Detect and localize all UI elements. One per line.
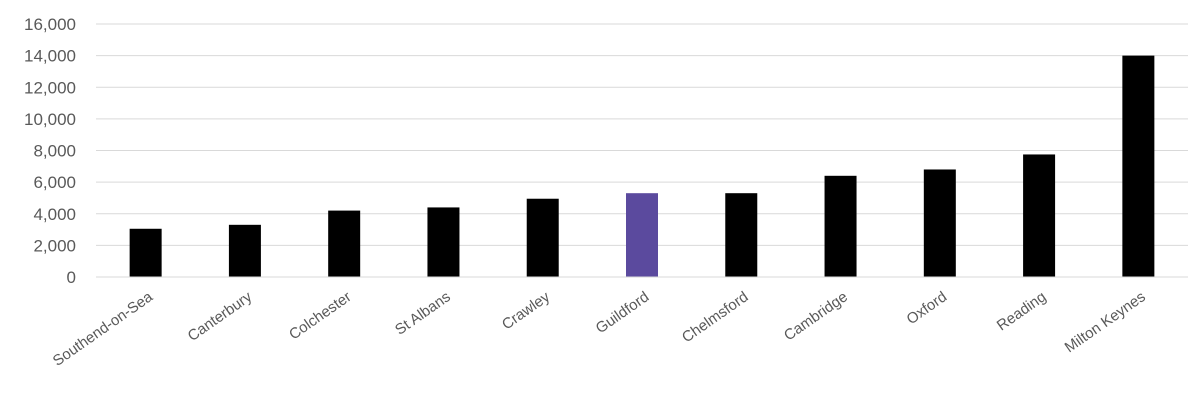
y-tick-label: 12,000 [24,78,76,97]
bar-colchester [328,210,361,277]
x-tick-label: Reading [994,288,1050,334]
x-tick-label: Guildford [593,288,653,337]
x-axis-category-labels: Southend-on-Sea Canterbury Colchester St Al… [50,288,1149,370]
bar-oxford [923,169,956,277]
y-tick-label: 4,000 [33,205,76,224]
bar-reading [1023,154,1056,277]
bar-southend-on-sea [129,228,162,277]
bar-cambridge [824,175,857,277]
x-tick-label: Southend-on-Sea [50,288,157,370]
y-tick-label: 14,000 [24,47,76,66]
x-tick-label: Cambridge [781,288,851,344]
y-tick-label: 2,000 [33,236,76,255]
x-tick-label: Oxford [903,288,950,328]
x-tick-label: Canterbury [185,288,256,345]
bar-crawley [526,198,559,277]
y-tick-label: 0 [67,268,76,287]
bar-milton-keynes [1122,55,1155,277]
y-axis-tick-labels: 0 2,000 4,000 6,000 8,000 10,000 12,000 14,000 1… [24,15,76,287]
y-tick-label: 6,000 [33,173,76,192]
bar-canterbury [228,224,261,277]
bar-guildford [626,193,658,277]
x-tick-label: Colchester [286,288,354,343]
bar-chelmsford [725,193,758,277]
x-tick-label: St Albans [392,288,454,338]
x-tick-label: Milton Keynes [1062,288,1149,356]
y-tick-label: 8,000 [33,142,76,161]
bar-st-albans [427,207,460,277]
x-tick-label: Crawley [499,288,554,333]
bars [129,55,1155,277]
gridlines [96,23,1188,246]
y-tick-label: 10,000 [24,110,76,129]
y-tick-label: 16,000 [24,15,76,34]
x-tick-label: Chelmsford [679,288,752,346]
